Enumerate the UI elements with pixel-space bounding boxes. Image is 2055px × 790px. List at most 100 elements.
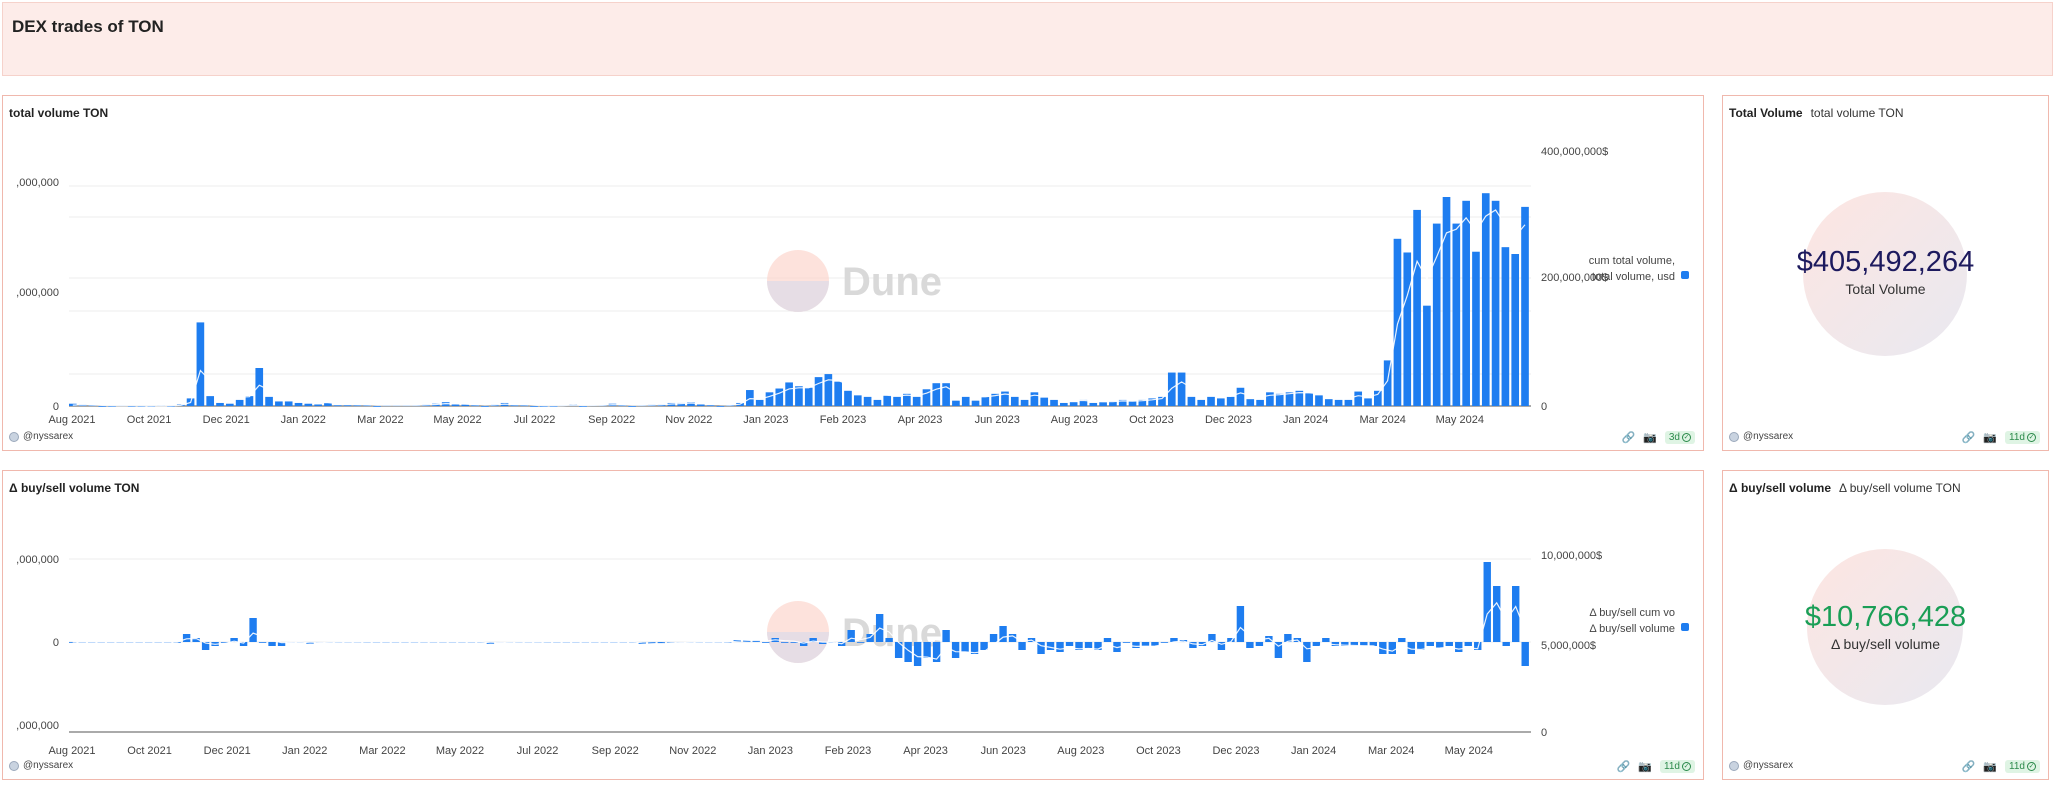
bar xyxy=(230,638,238,642)
bar xyxy=(1521,206,1529,406)
x-tick-label: Mar 2024 xyxy=(1359,414,1405,426)
bar xyxy=(249,618,257,642)
counter: $10,766,428 Δ buy/sell volume xyxy=(1723,601,2048,652)
x-tick-label: Aug 2021 xyxy=(48,745,95,757)
avatar xyxy=(9,431,19,442)
camera-icon[interactable]: 📷 xyxy=(1983,432,1998,444)
bar xyxy=(1483,562,1491,642)
legend-swatch xyxy=(1681,623,1689,631)
bar xyxy=(1312,642,1321,646)
bar xyxy=(1207,396,1215,406)
counter-title: Total Volume xyxy=(1729,106,1803,120)
refresh-age-badge[interactable]: 11d ✓ xyxy=(2005,760,2040,773)
author[interactable]: @nyssarex xyxy=(9,431,73,442)
author[interactable]: @nyssarex xyxy=(9,760,73,771)
bar xyxy=(1493,586,1501,642)
y-tick-label-right: 0 xyxy=(1541,727,1547,739)
bar xyxy=(1432,223,1441,406)
camera-icon[interactable]: 📷 xyxy=(1643,432,1657,444)
bar xyxy=(1170,638,1178,642)
link-icon[interactable]: 🔗 xyxy=(1616,761,1631,773)
bar xyxy=(1502,642,1510,646)
bar xyxy=(1275,393,1284,406)
page-title: DEX trades of TON xyxy=(12,17,164,36)
author[interactable]: @nyssarex xyxy=(1729,431,1793,442)
bar xyxy=(235,399,244,406)
bar xyxy=(1442,197,1451,406)
panel-footer-icons: 🔗 📷 11d ✓ xyxy=(1962,431,2040,444)
bar xyxy=(258,642,267,643)
bar xyxy=(1284,634,1292,642)
bar xyxy=(844,390,852,406)
legend-label: total volume, usd xyxy=(1592,271,1675,283)
bar xyxy=(1217,398,1225,406)
counter: $405,492,264 Total Volume xyxy=(1723,246,2048,297)
x-tick-label: Aug 2023 xyxy=(1051,414,1098,426)
refresh-age-badge[interactable]: 11d ✓ xyxy=(2005,431,2040,444)
refresh-age-badge[interactable]: 3d ✓ xyxy=(1664,431,1695,444)
dune-watermark-text: Dune xyxy=(842,260,942,304)
bar xyxy=(363,405,372,407)
check-icon: ✓ xyxy=(2027,433,2036,442)
bar xyxy=(1208,634,1216,642)
y-tick-label-right: 5,000,000$ xyxy=(1541,640,1596,652)
x-tick-label: Nov 2022 xyxy=(669,745,716,757)
bar xyxy=(1056,642,1064,652)
refresh-age-badge[interactable]: 11d ✓ xyxy=(1660,760,1695,773)
bar xyxy=(628,406,636,407)
bar xyxy=(809,638,817,642)
bar xyxy=(1388,642,1396,654)
bar xyxy=(1472,251,1480,406)
bar xyxy=(520,405,529,407)
bar xyxy=(1255,642,1264,646)
bar xyxy=(1403,252,1412,406)
bar xyxy=(192,638,200,642)
x-tick-label: Jul 2022 xyxy=(517,745,559,757)
check-icon: ✓ xyxy=(1682,762,1691,771)
bar xyxy=(1374,390,1382,406)
bar xyxy=(314,404,322,406)
bar xyxy=(510,405,519,407)
bar xyxy=(1324,399,1333,406)
bar xyxy=(88,405,97,407)
avatar xyxy=(9,760,19,771)
bar xyxy=(818,642,827,644)
bar xyxy=(903,393,911,406)
bar xyxy=(883,395,892,406)
bar xyxy=(913,642,922,666)
bar xyxy=(1075,642,1083,650)
link-icon[interactable]: 🔗 xyxy=(1961,761,1976,773)
bar xyxy=(1285,392,1294,406)
bar xyxy=(1501,247,1510,406)
bar xyxy=(999,626,1007,642)
camera-icon[interactable]: 📷 xyxy=(1983,761,1998,773)
camera-icon[interactable]: 📷 xyxy=(1638,761,1653,773)
delta-volume-chart-panel: Δ buy/sell volume TON Dune Aug 2021 Oct 20… xyxy=(2,470,1704,780)
bar xyxy=(853,395,862,406)
link-icon[interactable]: 🔗 xyxy=(1961,432,1976,444)
avatar xyxy=(1729,431,1739,442)
bar xyxy=(1455,642,1463,652)
bar xyxy=(1217,642,1226,650)
bar xyxy=(1046,642,1055,650)
bar xyxy=(1334,399,1343,406)
bar xyxy=(952,400,960,406)
x-tick-label: Jun 2023 xyxy=(981,745,1026,757)
bar xyxy=(716,406,725,407)
link-icon[interactable]: 🔗 xyxy=(1621,432,1636,444)
bar xyxy=(1040,397,1049,406)
bar xyxy=(1322,638,1330,642)
x-tick-label: Jan 2024 xyxy=(1283,414,1328,426)
author-name: @nyssarex xyxy=(1743,431,1794,442)
x-tick-label: Aug 2021 xyxy=(48,414,95,426)
x-tick-label: Jan 2022 xyxy=(282,745,327,757)
x-tick-label: Jan 2023 xyxy=(743,414,788,426)
bar xyxy=(991,393,999,406)
x-tick-label: Oct 2023 xyxy=(1129,414,1174,426)
bar xyxy=(108,406,116,407)
bar xyxy=(814,377,823,406)
bar xyxy=(1160,642,1169,643)
x-tick-label: Apr 2023 xyxy=(903,745,948,757)
bar xyxy=(304,403,313,406)
author[interactable]: @nyssarex xyxy=(1729,760,1793,771)
